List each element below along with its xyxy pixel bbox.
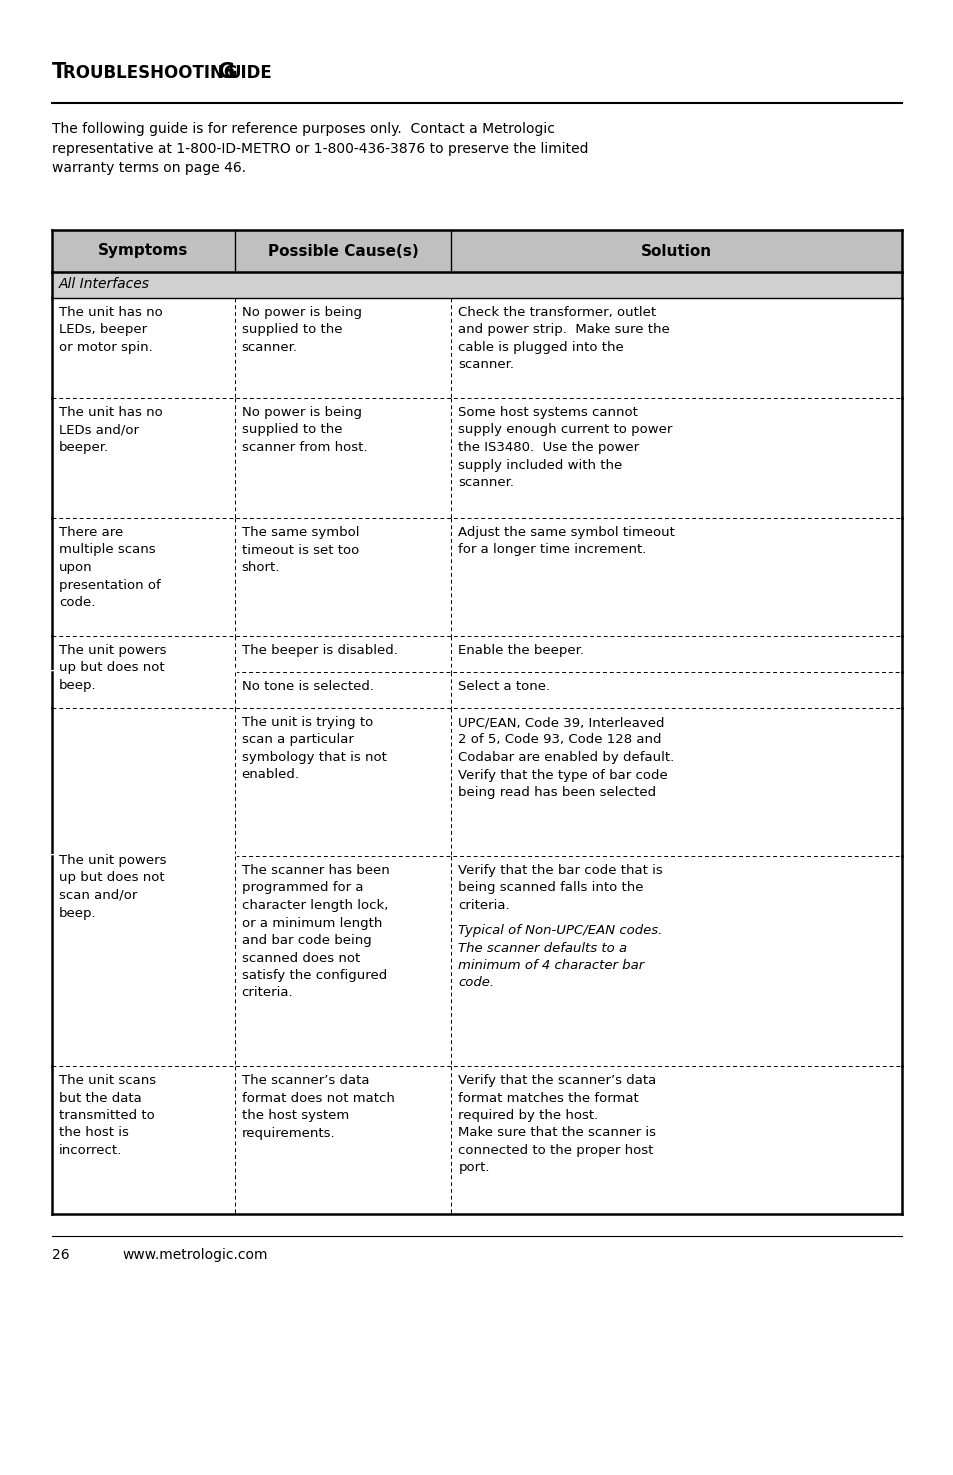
- Bar: [451, 636, 901, 673]
- Text: Verify that the bar code that is
being scanned falls into the
criteria.: Verify that the bar code that is being s…: [458, 864, 662, 912]
- Text: No tone is selected.: No tone is selected.: [241, 680, 374, 693]
- Text: UIDE: UIDE: [228, 63, 273, 83]
- Bar: [451, 230, 901, 271]
- Text: No power is being
supplied to the
scanner.: No power is being supplied to the scanne…: [241, 305, 361, 354]
- Bar: [234, 708, 451, 856]
- Bar: [52, 855, 234, 1066]
- Text: Solution: Solution: [640, 243, 712, 258]
- Text: The unit has no
LEDs and/or
beeper.: The unit has no LEDs and/or beeper.: [59, 406, 163, 454]
- Text: The beeper is disabled.: The beeper is disabled.: [241, 645, 397, 656]
- Bar: [234, 230, 451, 271]
- Bar: [451, 298, 901, 398]
- Text: The unit scans
but the data
transmitted to
the host is
incorrect.: The unit scans but the data transmitted …: [59, 1074, 156, 1156]
- Text: The same symbol
timeout is set too
short.: The same symbol timeout is set too short…: [241, 527, 359, 574]
- Text: Possible Cause(s): Possible Cause(s): [268, 243, 418, 258]
- Text: The unit powers
up but does not
scan and/or
beep.: The unit powers up but does not scan and…: [59, 854, 167, 919]
- Bar: [52, 298, 234, 398]
- Bar: [52, 518, 234, 636]
- Text: Check the transformer, outlet
and power strip.  Make sure the
cable is plugged i: Check the transformer, outlet and power …: [458, 305, 670, 372]
- Bar: [52, 673, 234, 708]
- Bar: [451, 1066, 901, 1214]
- Text: No power is being
supplied to the
scanner from host.: No power is being supplied to the scanne…: [241, 406, 367, 454]
- Text: www.metrologic.com: www.metrologic.com: [122, 1248, 267, 1263]
- Bar: [451, 518, 901, 636]
- Text: Enable the beeper.: Enable the beeper.: [458, 645, 584, 656]
- Text: The following guide is for reference purposes only.  Contact a Metrologic
repres: The following guide is for reference pur…: [52, 122, 588, 176]
- Text: Select a tone.: Select a tone.: [458, 680, 550, 693]
- Text: UPC/EAN, Code 39, Interleaved
2 of 5, Code 93, Code 128 and
Codabar are enabled : UPC/EAN, Code 39, Interleaved 2 of 5, Co…: [458, 715, 674, 799]
- Text: All Interfaces: All Interfaces: [59, 277, 150, 291]
- Bar: [234, 1066, 451, 1214]
- Bar: [52, 1066, 234, 1214]
- Bar: [52, 636, 234, 673]
- Bar: [451, 673, 901, 708]
- Text: G: G: [218, 62, 234, 83]
- Text: 26: 26: [52, 1248, 70, 1263]
- Bar: [451, 708, 901, 856]
- Text: There are
multiple scans
upon
presentation of
code.: There are multiple scans upon presentati…: [59, 527, 161, 609]
- Bar: [234, 518, 451, 636]
- Bar: [52, 398, 234, 518]
- Text: Verify that the scanner’s data
format matches the format
required by the host.
M: Verify that the scanner’s data format ma…: [458, 1074, 656, 1174]
- Bar: [234, 398, 451, 518]
- Bar: [234, 855, 451, 1066]
- Text: The unit has no
LEDs, beeper
or motor spin.: The unit has no LEDs, beeper or motor sp…: [59, 305, 163, 354]
- Text: ROUBLESHOOTING: ROUBLESHOOTING: [63, 63, 243, 83]
- Text: Typical of Non-UPC/EAN codes.
The scanner defaults to a
minimum of 4 character b: Typical of Non-UPC/EAN codes. The scanne…: [458, 923, 662, 990]
- Text: T: T: [52, 62, 66, 83]
- Bar: [52, 708, 234, 856]
- Bar: [234, 298, 451, 398]
- Bar: [234, 636, 451, 673]
- Text: The scanner has been
programmed for a
character length lock,
or a minimum length: The scanner has been programmed for a ch…: [241, 864, 389, 1000]
- Text: Some host systems cannot
supply enough current to power
the IS3480.  Use the pow: Some host systems cannot supply enough c…: [458, 406, 672, 490]
- Bar: [451, 398, 901, 518]
- Text: Adjust the same symbol timeout
for a longer time increment.: Adjust the same symbol timeout for a lon…: [458, 527, 675, 556]
- Text: The unit powers
up but does not
beep.: The unit powers up but does not beep.: [59, 645, 167, 692]
- Bar: [52, 230, 234, 271]
- Text: Symptoms: Symptoms: [98, 243, 189, 258]
- Text: The scanner’s data
format does not match
the host system
requirements.: The scanner’s data format does not match…: [241, 1074, 395, 1140]
- Bar: [451, 855, 901, 1066]
- Bar: [52, 271, 901, 298]
- Text: The unit is trying to
scan a particular
symbology that is not
enabled.: The unit is trying to scan a particular …: [241, 715, 386, 782]
- Bar: [234, 673, 451, 708]
